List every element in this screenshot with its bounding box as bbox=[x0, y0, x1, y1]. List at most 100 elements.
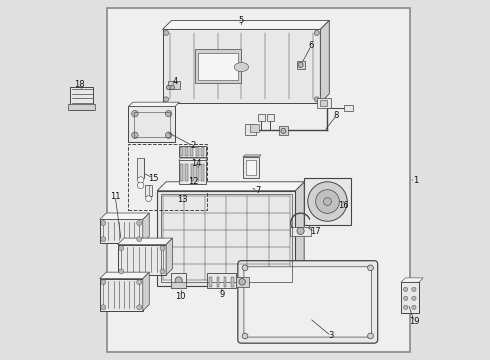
FancyBboxPatch shape bbox=[238, 261, 378, 343]
Circle shape bbox=[242, 265, 248, 271]
Polygon shape bbox=[243, 155, 261, 157]
Circle shape bbox=[137, 305, 142, 310]
Circle shape bbox=[160, 246, 165, 251]
Circle shape bbox=[137, 182, 144, 189]
Circle shape bbox=[316, 190, 339, 213]
Bar bbox=[207, 273, 236, 288]
Circle shape bbox=[119, 246, 124, 251]
Circle shape bbox=[160, 269, 165, 274]
Circle shape bbox=[281, 129, 286, 134]
Text: 3: 3 bbox=[328, 332, 334, 341]
Text: 1: 1 bbox=[413, 176, 418, 185]
Circle shape bbox=[412, 296, 416, 301]
Circle shape bbox=[119, 269, 124, 274]
Bar bbox=[198, 53, 238, 80]
Circle shape bbox=[101, 237, 106, 242]
Polygon shape bbox=[100, 213, 149, 220]
Circle shape bbox=[101, 305, 106, 310]
FancyBboxPatch shape bbox=[244, 267, 371, 337]
Bar bbox=[100, 279, 143, 311]
Text: 10: 10 bbox=[175, 292, 186, 301]
Circle shape bbox=[314, 97, 319, 102]
Polygon shape bbox=[166, 238, 172, 275]
Circle shape bbox=[403, 287, 408, 292]
Circle shape bbox=[298, 62, 303, 67]
Bar bbox=[224, 277, 226, 287]
Polygon shape bbox=[118, 238, 172, 244]
Text: 5: 5 bbox=[239, 16, 244, 25]
Bar bbox=[70, 87, 93, 110]
Circle shape bbox=[167, 85, 171, 90]
Text: 11: 11 bbox=[110, 192, 121, 201]
Text: 8: 8 bbox=[334, 111, 339, 120]
Bar bbox=[100, 220, 143, 243]
Circle shape bbox=[412, 287, 416, 292]
Bar bbox=[68, 104, 95, 110]
Bar bbox=[179, 146, 205, 157]
Circle shape bbox=[297, 227, 304, 234]
Polygon shape bbox=[295, 182, 304, 286]
Circle shape bbox=[137, 221, 142, 226]
Circle shape bbox=[239, 279, 245, 285]
Bar bbox=[185, 147, 188, 156]
Circle shape bbox=[132, 111, 138, 117]
Bar bbox=[317, 98, 331, 108]
Bar bbox=[128, 144, 207, 211]
Bar bbox=[320, 100, 327, 107]
Circle shape bbox=[368, 265, 373, 271]
Bar bbox=[180, 147, 183, 156]
Bar bbox=[185, 163, 188, 181]
Bar bbox=[179, 160, 205, 184]
Bar bbox=[290, 226, 311, 235]
Bar bbox=[258, 114, 265, 121]
Bar bbox=[118, 244, 166, 275]
Polygon shape bbox=[100, 272, 149, 279]
Bar bbox=[146, 185, 152, 196]
Circle shape bbox=[166, 132, 172, 138]
Circle shape bbox=[137, 280, 142, 285]
Circle shape bbox=[403, 296, 408, 301]
Polygon shape bbox=[157, 182, 304, 191]
Circle shape bbox=[323, 198, 331, 206]
Bar bbox=[107, 8, 410, 352]
Bar bbox=[191, 163, 194, 181]
Bar bbox=[157, 191, 295, 286]
Bar bbox=[201, 147, 204, 156]
Text: 6: 6 bbox=[309, 41, 314, 50]
Bar bbox=[191, 147, 194, 156]
Text: 13: 13 bbox=[177, 195, 188, 204]
Bar bbox=[343, 105, 353, 111]
Bar bbox=[134, 112, 170, 137]
Circle shape bbox=[175, 277, 182, 284]
Text: 2: 2 bbox=[191, 141, 196, 150]
Circle shape bbox=[101, 280, 106, 285]
Polygon shape bbox=[128, 102, 179, 107]
Text: 4: 4 bbox=[172, 77, 178, 86]
Bar bbox=[246, 160, 256, 175]
Text: 12: 12 bbox=[188, 177, 198, 186]
Circle shape bbox=[314, 31, 319, 36]
Text: 9: 9 bbox=[219, 290, 224, 299]
Bar bbox=[172, 273, 186, 288]
Text: 7: 7 bbox=[255, 186, 260, 195]
Bar bbox=[195, 49, 242, 83]
Circle shape bbox=[164, 31, 169, 36]
Bar bbox=[137, 158, 144, 178]
Polygon shape bbox=[320, 21, 329, 103]
Circle shape bbox=[164, 97, 169, 102]
Circle shape bbox=[403, 305, 408, 310]
Circle shape bbox=[166, 111, 172, 117]
Polygon shape bbox=[179, 158, 208, 160]
Bar bbox=[304, 178, 351, 225]
Bar bbox=[279, 126, 288, 135]
Bar bbox=[161, 194, 292, 282]
Circle shape bbox=[101, 221, 106, 226]
Bar bbox=[168, 81, 180, 89]
Text: 19: 19 bbox=[409, 317, 419, 326]
Bar bbox=[163, 30, 320, 103]
Ellipse shape bbox=[234, 63, 248, 72]
Text: 18: 18 bbox=[74, 81, 85, 90]
Bar bbox=[210, 277, 212, 287]
Bar bbox=[196, 147, 199, 156]
Bar bbox=[217, 277, 219, 287]
